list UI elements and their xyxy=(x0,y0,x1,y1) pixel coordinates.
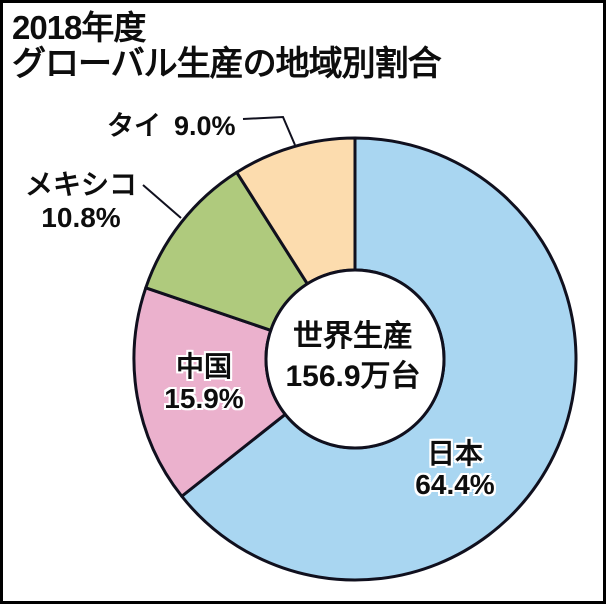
label-china-pct: 15.9% xyxy=(164,383,244,414)
label-thailand: タイ 9.0% xyxy=(107,104,236,143)
label-japan: 日本 64.4% xyxy=(398,438,512,500)
label-mexico-pct: 10.8% xyxy=(41,202,121,233)
chart-title-main: グローバル生産の地域別割合 xyxy=(12,45,442,83)
label-china-name: 中国 xyxy=(175,351,232,382)
donut-center-label: 世界生産 156.9万台 xyxy=(253,317,453,397)
chart-title-year: 2018年度 xyxy=(12,9,146,46)
slices-layer xyxy=(132,136,578,582)
label-japan-name: 日本 xyxy=(426,438,483,469)
chart-title: 2018年度 グローバル生産の地域別割合 xyxy=(12,9,442,83)
donut-hole xyxy=(264,268,446,450)
leader-line-mexico xyxy=(142,184,182,219)
leader-line-thailand xyxy=(242,115,296,146)
donut-center-total-label: 世界生産 xyxy=(293,320,413,353)
label-mexico-name: メキシコ xyxy=(24,169,137,200)
label-japan-pct: 64.4% xyxy=(415,469,495,500)
label-mexico: メキシコ 10.8% xyxy=(20,168,142,234)
label-thailand-name: タイ xyxy=(107,111,161,141)
label-china: 中国 15.9% xyxy=(148,351,260,415)
donut-center-total-value: 156.9万台 xyxy=(285,360,421,393)
label-thailand-pct: 9.0% xyxy=(174,111,236,141)
